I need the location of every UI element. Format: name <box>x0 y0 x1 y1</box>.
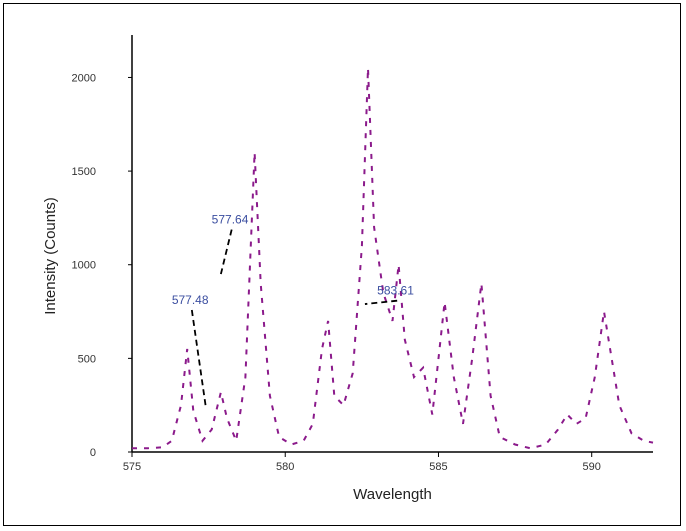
peak-annotation-label: 577.64 <box>212 213 249 227</box>
series-layer <box>132 68 654 450</box>
x-tick-label: 590 <box>583 461 601 473</box>
x-axis-title: Wavelength <box>353 486 432 503</box>
annotation-leader-line <box>220 229 233 275</box>
y-tick-label: 0 <box>90 447 96 459</box>
y-axis-title: Intensity (Counts) <box>42 197 59 315</box>
y-tick-label: 2000 <box>72 72 96 84</box>
peak-annotation-label: 583.61 <box>377 284 414 298</box>
x-tick-label: 585 <box>429 461 447 473</box>
y-tick-label: 1000 <box>72 260 96 272</box>
y-tick-label: 500 <box>78 353 96 365</box>
axes <box>131 35 653 453</box>
chart-frame <box>3 3 681 526</box>
peak-annotation-label: 577.48 <box>172 293 209 307</box>
annotations-layer: 577.64 577.48 583.61 <box>172 213 414 406</box>
series-line <box>132 68 654 450</box>
x-tick-label: 580 <box>276 461 294 473</box>
ticks: 0 500 1000 1500 2000 575 580 585 590 <box>72 72 601 473</box>
annotation-leader-line <box>364 299 398 305</box>
x-tick-label: 575 <box>123 461 141 473</box>
annotation-leader-line <box>190 309 207 406</box>
y-tick-label: 1500 <box>72 166 96 178</box>
